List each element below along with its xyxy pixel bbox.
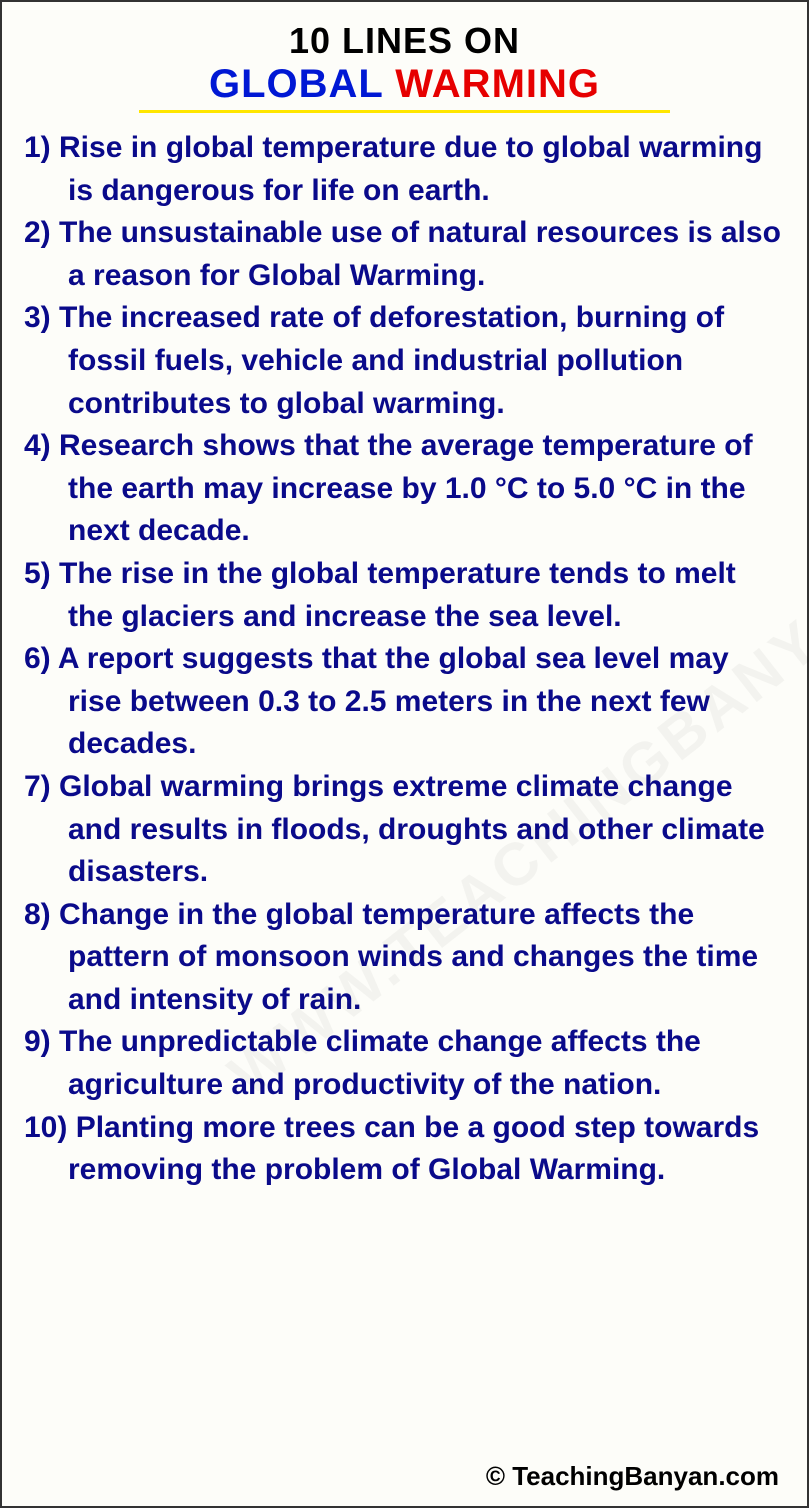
list-item: 6) A report suggests that the global sea…	[24, 638, 785, 766]
title-block: 10 LINES ON GLOBAL WARMING	[24, 20, 785, 113]
document-container: 10 LINES ON GLOBAL WARMING 1) Rise in gl…	[2, 2, 807, 1202]
list-item: 1) Rise in global temperature due to glo…	[24, 127, 785, 212]
list-item: 2) The unsustainable use of natural reso…	[24, 212, 785, 297]
list-item: 7) Global warming brings extreme climate…	[24, 766, 785, 894]
title-line1: 10 LINES ON	[24, 20, 785, 62]
points-list: 1) Rise in global temperature due to glo…	[24, 127, 785, 1192]
list-item: 5) The rise in the global temperature te…	[24, 553, 785, 638]
list-item: 3) The increased rate of deforestation, …	[24, 297, 785, 425]
title-word-warming: WARMING	[395, 62, 600, 106]
title-line2: GLOBAL WARMING	[139, 62, 670, 113]
footer-credit: © TeachingBanyan.com	[486, 1461, 779, 1492]
list-item: 4) Research shows that the average tempe…	[24, 425, 785, 553]
title-word-global: GLOBAL	[209, 62, 383, 106]
list-item: 8) Change in the global temperature affe…	[24, 894, 785, 1022]
list-item: 10) Planting more trees can be a good st…	[24, 1107, 785, 1192]
list-item: 9) The unpredictable climate change affe…	[24, 1021, 785, 1106]
